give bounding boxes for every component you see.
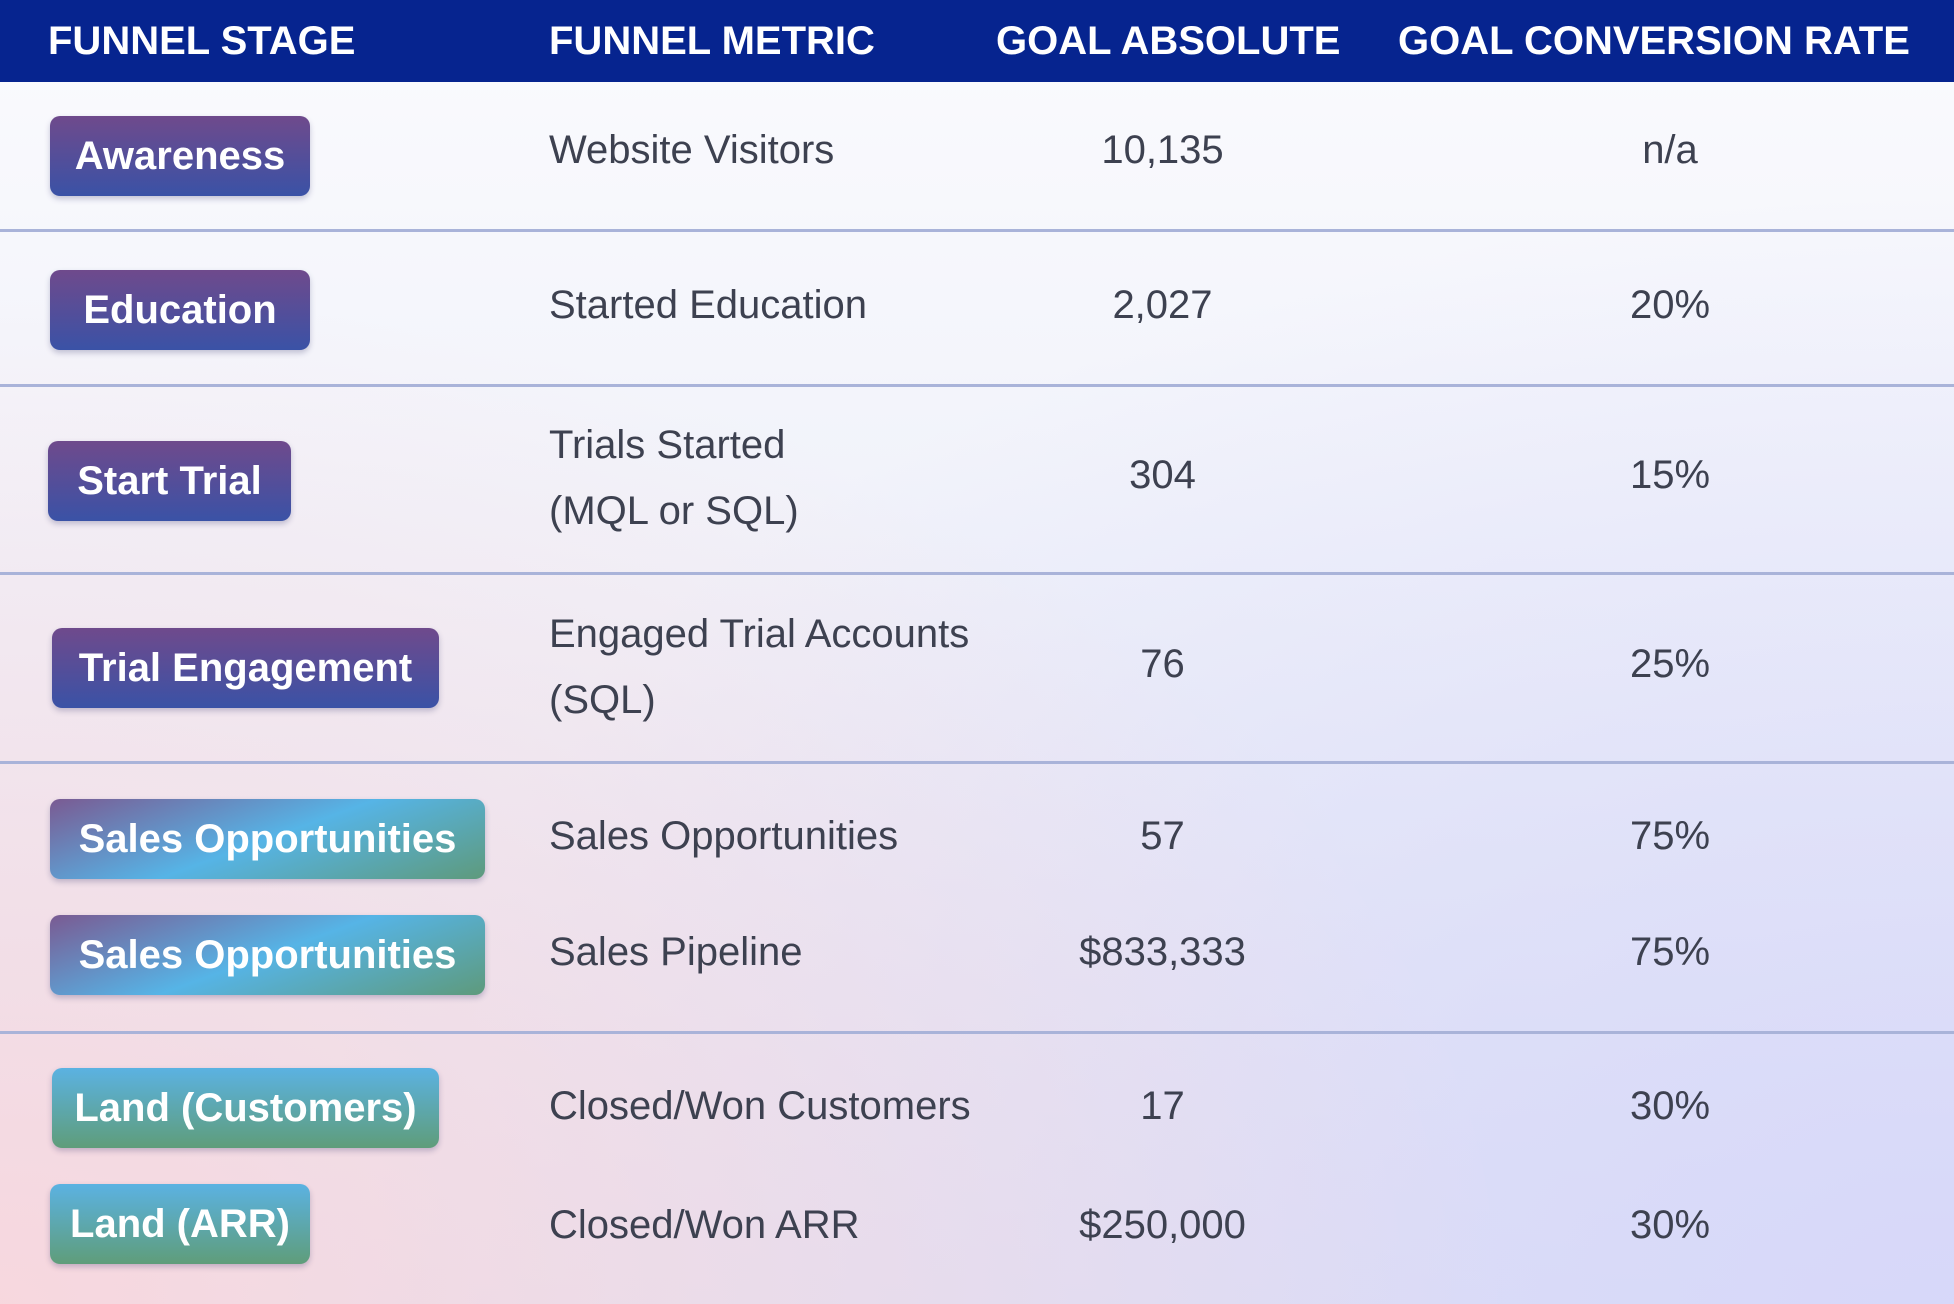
goal-rate-cell: 75% xyxy=(1629,814,1711,858)
stage-pill-start-trial: Start Trial xyxy=(48,441,291,521)
goal-absolute-cell: $833,333 xyxy=(1079,930,1246,974)
row-divider xyxy=(0,761,1954,764)
metric-line-1: Trials Started xyxy=(549,423,786,467)
goal-rate-cell: n/a xyxy=(1642,128,1698,172)
metric-cell: Engaged Trial Accounts (SQL) xyxy=(549,601,969,733)
stage-pill-awareness: Awareness xyxy=(50,116,310,196)
goal-rate-cell: 15% xyxy=(1629,453,1711,497)
row-divider xyxy=(0,229,1954,232)
metric-cell: Closed/Won Customers xyxy=(549,1084,971,1128)
goal-rate-cell: 30% xyxy=(1629,1203,1711,1247)
stage-pill-sales-opportunities: Sales Opportunities xyxy=(50,799,485,879)
goal-absolute-cell: 57 xyxy=(1140,814,1185,858)
goal-absolute-cell: 304 xyxy=(1129,453,1196,497)
stage-pill-land-customers: Land (Customers) xyxy=(52,1068,439,1148)
header-funnel-metric: FUNNEL METRIC xyxy=(549,19,875,63)
metric-cell: Sales Opportunities xyxy=(549,814,899,858)
header-funnel-stage: FUNNEL STAGE xyxy=(48,19,356,63)
metric-cell: Trials Started (MQL or SQL) xyxy=(549,412,799,544)
header-goal-absolute: GOAL ABSOLUTE xyxy=(996,19,1341,63)
goal-rate-cell: 20% xyxy=(1629,283,1711,327)
stage-pill-education: Education xyxy=(50,270,310,350)
metric-cell: Started Education xyxy=(549,283,867,327)
metric-cell: Sales Pipeline xyxy=(549,930,803,974)
goal-rate-cell: 75% xyxy=(1629,930,1711,974)
stage-pill-sales-opportunities: Sales Opportunities xyxy=(50,915,485,995)
goal-rate-cell: 25% xyxy=(1629,642,1711,686)
stage-pill-trial-engagement: Trial Engagement xyxy=(52,628,439,708)
goal-absolute-cell: 76 xyxy=(1140,642,1185,686)
header-goal-conversion-rate: GOAL CONVERSION RATE xyxy=(1398,19,1910,63)
goal-absolute-cell: 10,135 xyxy=(1101,128,1224,172)
goal-rate-cell: 30% xyxy=(1629,1084,1711,1128)
goal-absolute-cell: 17 xyxy=(1140,1084,1185,1128)
row-divider xyxy=(0,572,1954,575)
metric-cell: Closed/Won ARR xyxy=(549,1203,860,1247)
metric-line-1: Engaged Trial Accounts xyxy=(549,612,970,656)
table-header: FUNNEL STAGE FUNNEL METRIC GOAL ABSOLUTE… xyxy=(0,0,1954,82)
goal-absolute-cell: 2,027 xyxy=(1112,283,1213,327)
metric-line-2: (SQL) xyxy=(549,678,656,722)
row-divider xyxy=(0,1031,1954,1034)
metric-cell: Website Visitors xyxy=(549,128,835,172)
metric-line-2: (MQL or SQL) xyxy=(549,489,799,533)
stage-pill-land-arr: Land (ARR) xyxy=(50,1184,310,1264)
row-divider xyxy=(0,384,1954,387)
goal-absolute-cell: $250,000 xyxy=(1079,1203,1246,1247)
